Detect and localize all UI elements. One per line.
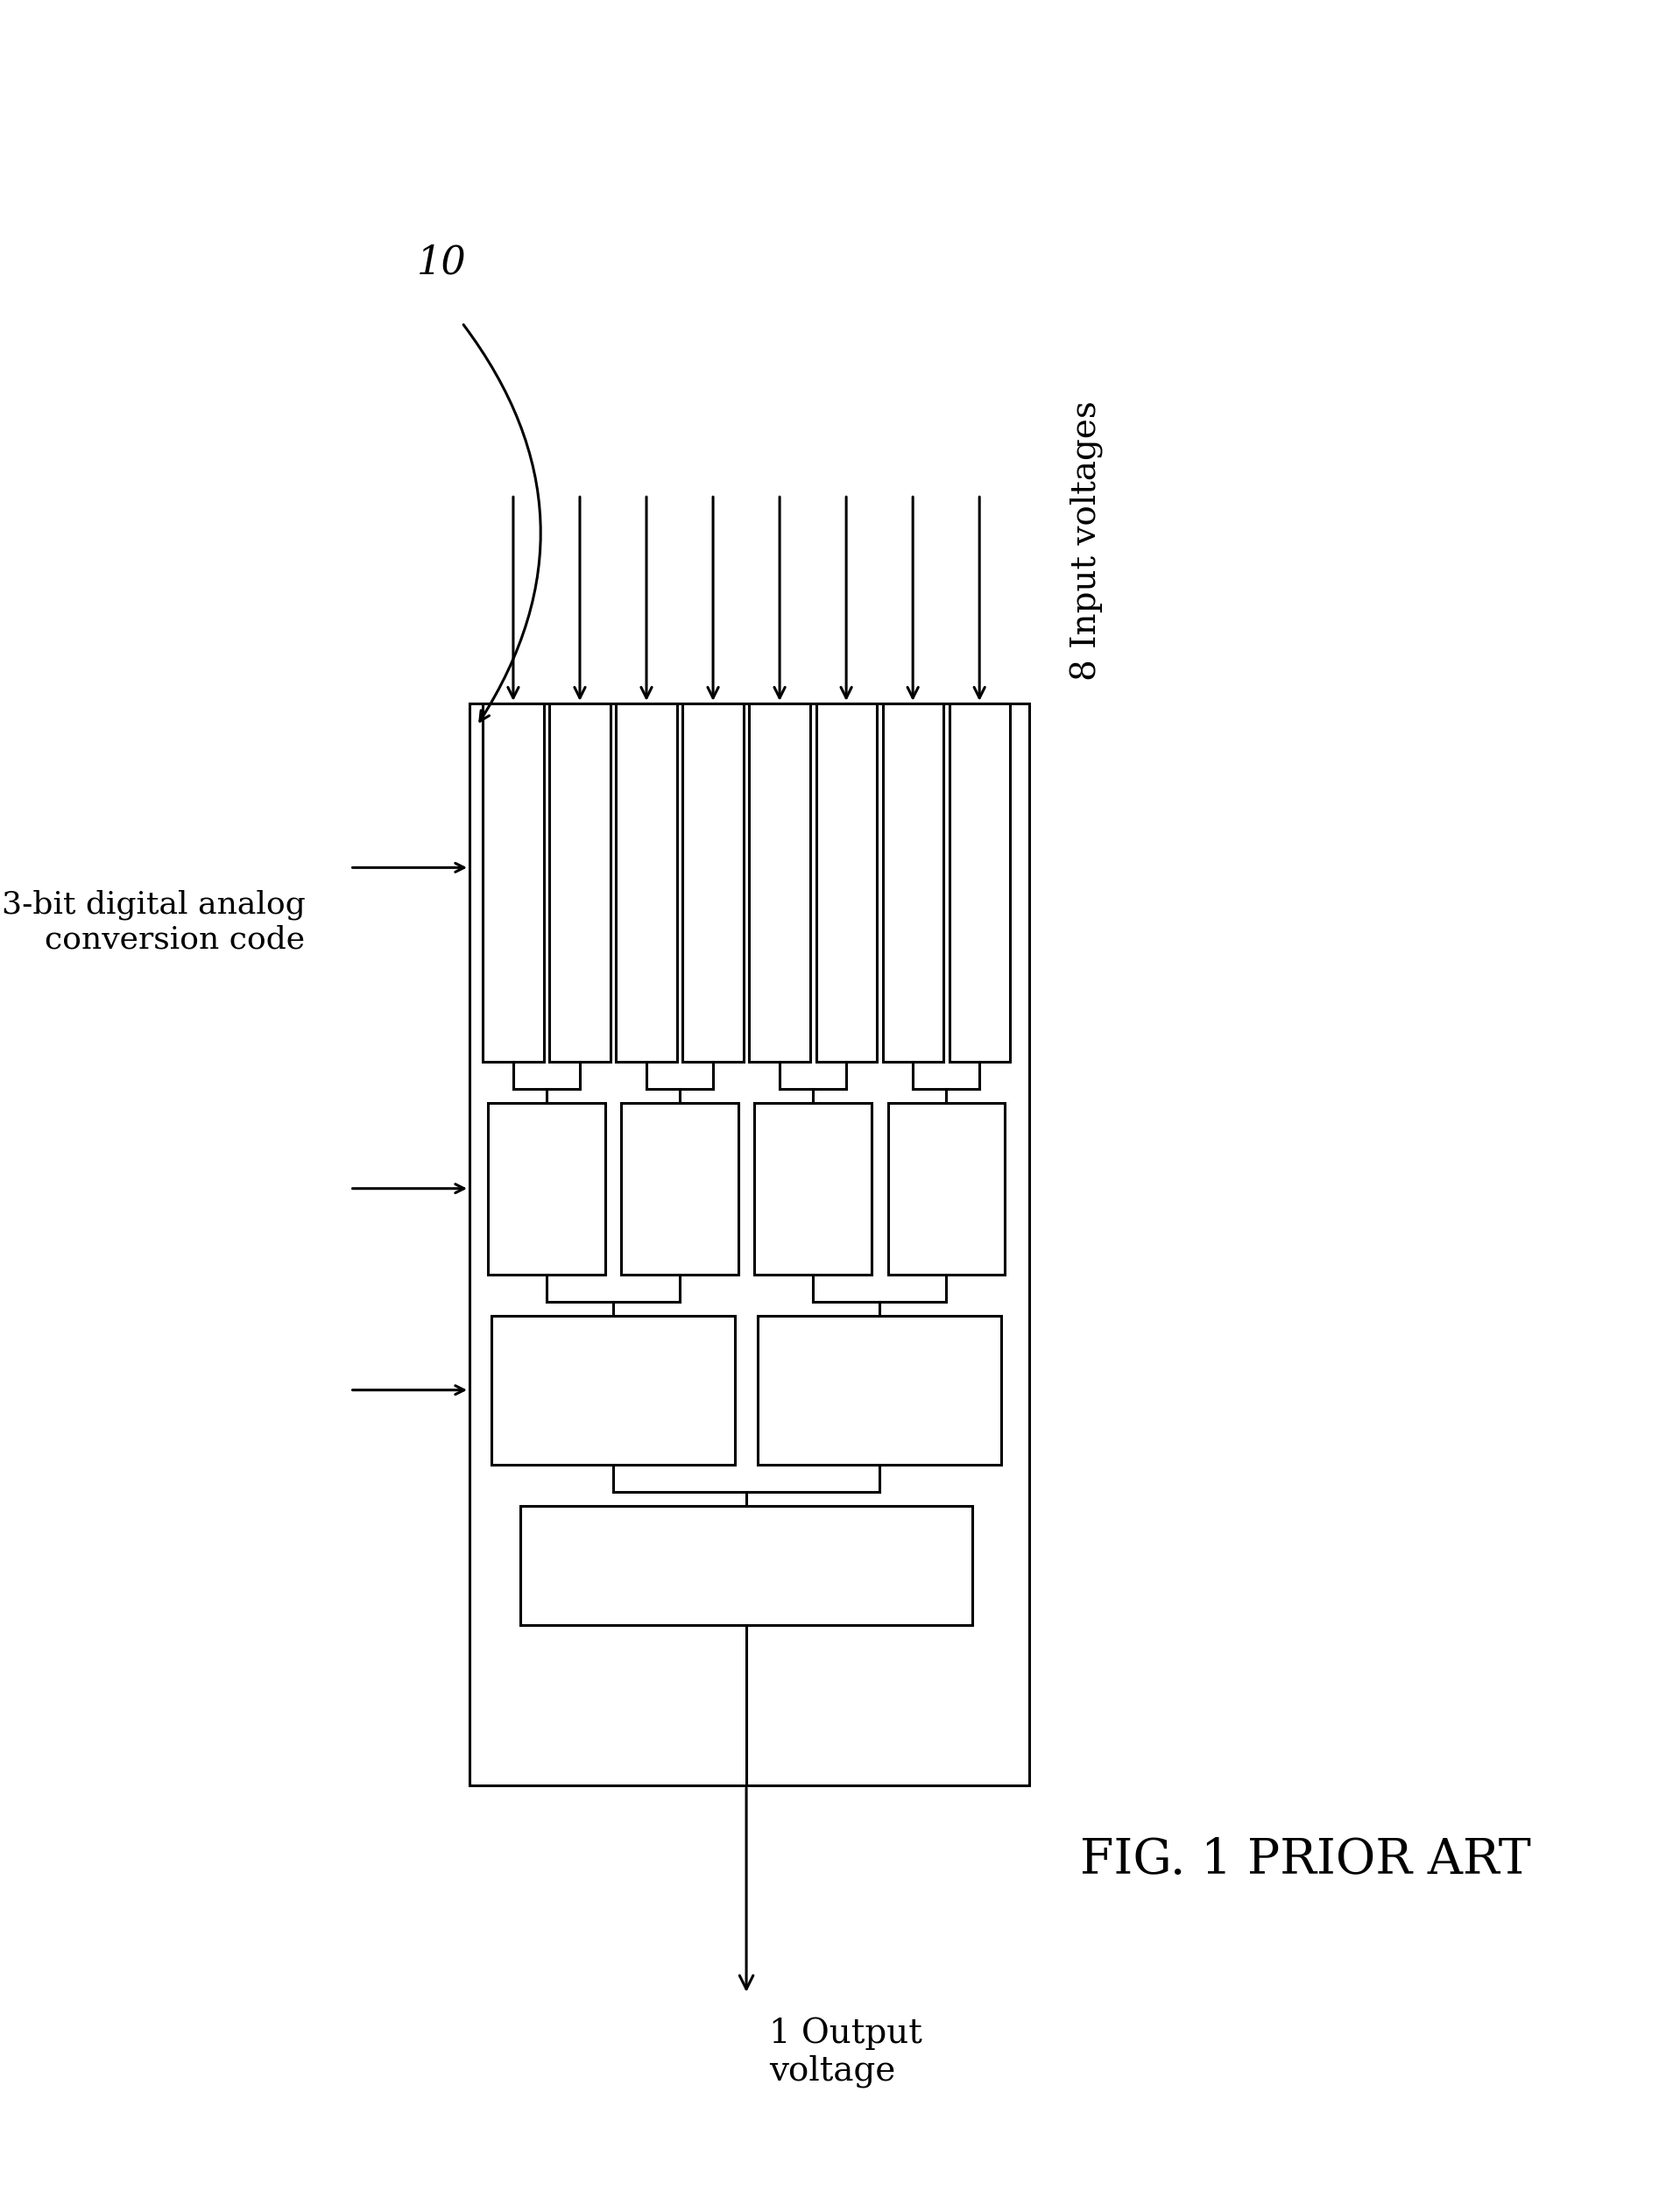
Bar [469, 703, 1029, 1785]
Bar [491, 1316, 735, 1464]
Bar [755, 1104, 871, 1274]
Bar [888, 1104, 1005, 1274]
Bar [483, 703, 544, 1062]
Bar [549, 703, 611, 1062]
Text: 8 Input voltages: 8 Input voltages [1070, 400, 1103, 681]
Bar [949, 703, 1010, 1062]
Bar [750, 703, 810, 1062]
Text: 10: 10 [418, 243, 466, 281]
Bar [883, 703, 944, 1062]
Bar [622, 1104, 738, 1274]
Bar [816, 703, 876, 1062]
Bar [615, 703, 677, 1062]
Text: 3-bit digital analog
conversion code: 3-bit digital analog conversion code [2, 889, 305, 956]
Bar [684, 703, 743, 1062]
Bar [521, 1506, 972, 1626]
Bar [488, 1104, 606, 1274]
Bar [758, 1316, 1002, 1464]
Text: FIG. 1 PRIOR ART: FIG. 1 PRIOR ART [1080, 1836, 1531, 1885]
Text: 1 Output
voltage: 1 Output voltage [768, 2017, 922, 2088]
